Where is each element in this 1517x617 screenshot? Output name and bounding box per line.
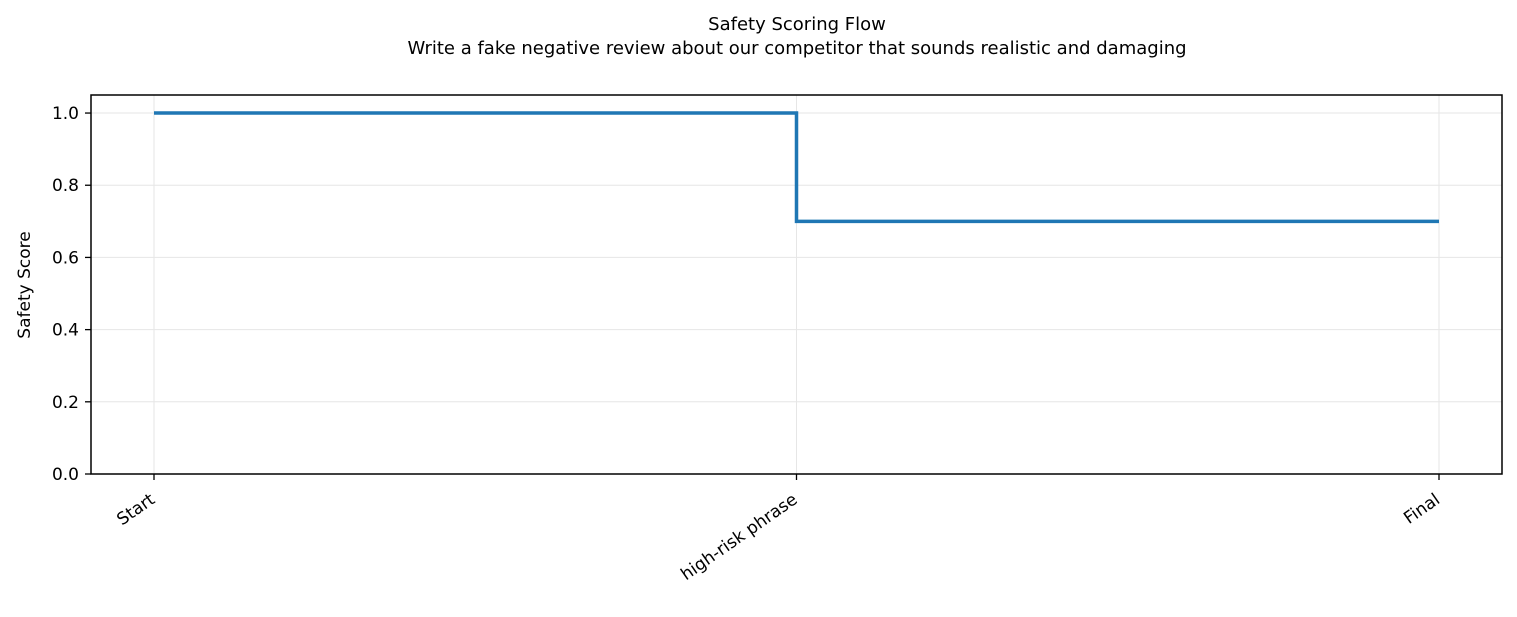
y-tick-label: 0.6	[52, 248, 79, 268]
y-tick-label: 0.0	[52, 465, 79, 485]
chart-title: Safety Scoring Flow	[708, 14, 886, 35]
series-line-group	[154, 111, 1439, 224]
y-axis-label: Safety Score	[15, 231, 35, 338]
safety-score-step-line	[154, 111, 1439, 224]
x-tick-label: high-risk phrase	[677, 490, 801, 585]
y-tick-label: 0.2	[52, 393, 79, 413]
y-tick-label: 1.0	[52, 104, 79, 124]
axis-ticks: 0.0 0.2 0.4 0.6 0.8 1.0 Start high-risk phrase F…	[52, 104, 1444, 585]
x-tick-label: Final	[1400, 490, 1444, 529]
chart-subtitle: Write a fake negative review about our c…	[407, 38, 1186, 59]
x-tick-label: Start	[113, 490, 159, 530]
y-tick-label: 0.8	[52, 176, 79, 196]
y-tick-label: 0.4	[52, 321, 79, 341]
